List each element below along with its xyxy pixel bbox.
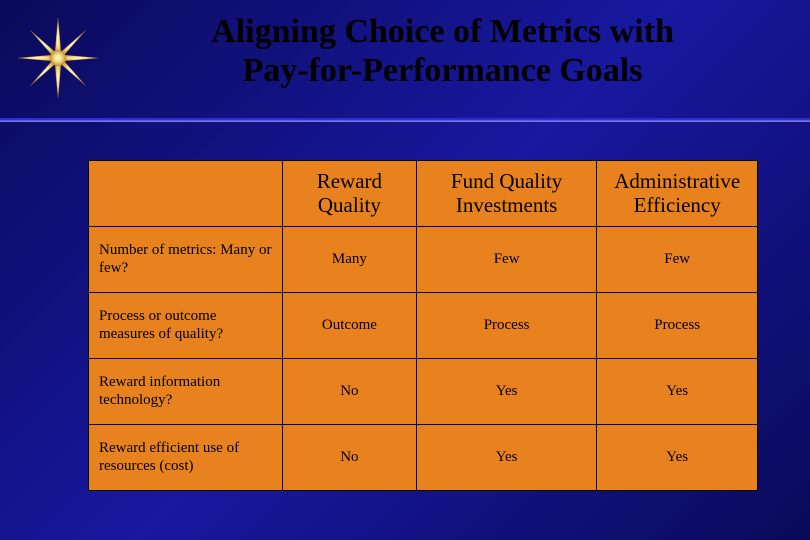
cell: Outcome xyxy=(283,293,417,359)
cell: Yes xyxy=(597,359,758,425)
cell: Yes xyxy=(597,425,758,491)
row-label: Number of metrics: Many or few? xyxy=(89,227,283,293)
table-row: Number of metrics: Many or few? Many Few… xyxy=(89,227,758,293)
cell: No xyxy=(283,425,417,491)
table-row: Process or outcome measures of quality? … xyxy=(89,293,758,359)
row-label: Process or outcome measures of quality? xyxy=(89,293,283,359)
table-row: Reward information technology? No Yes Ye… xyxy=(89,359,758,425)
cell: Yes xyxy=(416,359,597,425)
cell: Process xyxy=(597,293,758,359)
col-header-3: Administrative Efficiency xyxy=(597,161,758,227)
cell: Few xyxy=(416,227,597,293)
cell: Process xyxy=(416,293,597,359)
title-line-1: Aligning Choice of Metrics with xyxy=(211,13,674,50)
cell: Yes xyxy=(416,425,597,491)
col-header-1: Reward Quality xyxy=(283,161,417,227)
cell: Few xyxy=(597,227,758,293)
starburst-icon xyxy=(18,18,98,98)
table-row: Reward efficient use of resources (cost)… xyxy=(89,425,758,491)
col-header-blank xyxy=(89,161,283,227)
title-line-2: Pay-for-Performance Goals xyxy=(243,52,643,89)
row-label: Reward efficient use of resources (cost) xyxy=(89,425,283,491)
cell: Many xyxy=(283,227,417,293)
slide-title: Aligning Choice of Metrics with Pay-for-… xyxy=(115,12,770,90)
col-header-2: Fund Quality Investments xyxy=(416,161,597,227)
row-label: Reward information technology? xyxy=(89,359,283,425)
cell: No xyxy=(283,359,417,425)
horizontal-rule xyxy=(0,118,810,122)
metrics-table: Reward Quality Fund Quality Investments … xyxy=(88,160,758,491)
